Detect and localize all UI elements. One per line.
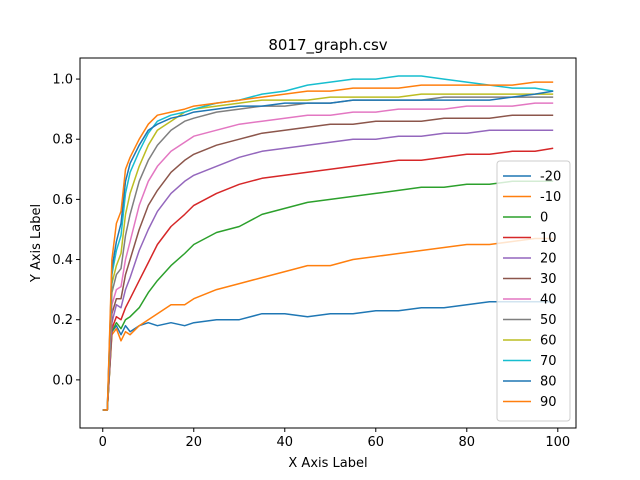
- y-tick-label: 1.0: [52, 73, 73, 88]
- legend-label-30: 30: [540, 272, 557, 287]
- series-line-50: [102, 96, 554, 411]
- x-axis-label: X Axis Label: [288, 456, 367, 471]
- legend-label-40: 40: [540, 293, 557, 308]
- legend-label-70: 70: [540, 354, 557, 369]
- series-line--20: [102, 300, 554, 411]
- series-line-90: [102, 81, 554, 411]
- series-line-10: [102, 147, 554, 411]
- series-line-0: [102, 180, 554, 411]
- x-tick-label: 100: [545, 435, 570, 450]
- series-line-60: [102, 93, 554, 411]
- series-line-80: [102, 90, 554, 411]
- plot-frame: [79, 57, 577, 429]
- x-tick-label: 0: [99, 435, 107, 450]
- y-tick-label: 0.4: [52, 253, 73, 268]
- legend-label--10: -10: [540, 190, 561, 205]
- y-tick-label: 0.0: [52, 373, 73, 388]
- y-tick-label: 0.8: [52, 133, 73, 148]
- series-lines: [102, 75, 554, 411]
- chart-title: 8017_graph.csv: [268, 36, 387, 55]
- legend-label-90: 90: [540, 395, 557, 410]
- legend-label-0: 0: [540, 211, 548, 226]
- legend-label-80: 80: [540, 375, 557, 390]
- legend-label--20: -20: [540, 170, 561, 185]
- x-tick-label: 20: [185, 435, 202, 450]
- y-axis-ticks: 0.0 0.2 0.4 0.6 0.8 1.0: [52, 73, 80, 388]
- legend-label-50: 50: [540, 313, 557, 328]
- x-axis-ticks: 0 20 40 60 80 100: [99, 428, 570, 450]
- series-line--10: [102, 237, 554, 411]
- legend: -20 -10 0 10 20 30 40 50 60 70 80 90: [496, 160, 571, 422]
- y-tick-label: 0.6: [52, 193, 73, 208]
- legend-label-60: 60: [540, 334, 557, 349]
- x-tick-label: 40: [276, 435, 293, 450]
- series-line-40: [102, 102, 554, 411]
- x-tick-label: 60: [368, 435, 385, 450]
- legend-label-10: 10: [540, 231, 557, 246]
- x-tick-label: 80: [459, 435, 476, 450]
- legend-label-20: 20: [540, 252, 557, 267]
- y-tick-label: 0.2: [52, 313, 73, 328]
- legend-box: [496, 160, 571, 422]
- series-line-30: [102, 114, 554, 411]
- y-axis-label: Y Axis Label: [29, 204, 44, 283]
- series-line-20: [102, 129, 554, 411]
